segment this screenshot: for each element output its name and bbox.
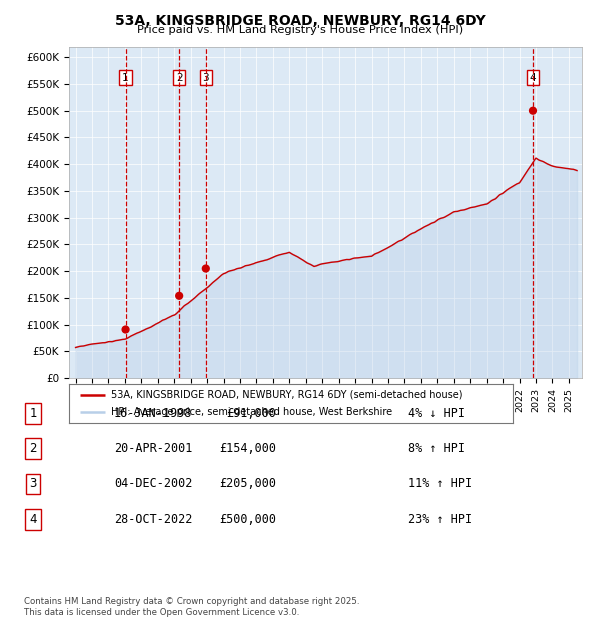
Point: [121, 324, 130, 334]
Text: 20-APR-2001: 20-APR-2001: [114, 442, 193, 455]
Text: £154,000: £154,000: [219, 442, 276, 455]
Text: Contains HM Land Registry data © Crown copyright and database right 2025.
This d: Contains HM Land Registry data © Crown c…: [24, 598, 359, 617]
Text: 53A, KINGSBRIDGE ROAD, NEWBURY, RG14 6DY (semi-detached house): 53A, KINGSBRIDGE ROAD, NEWBURY, RG14 6DY…: [111, 390, 463, 400]
Text: 1: 1: [122, 73, 129, 82]
Text: 8% ↑ HPI: 8% ↑ HPI: [408, 442, 465, 455]
Text: 11% ↑ HPI: 11% ↑ HPI: [408, 477, 472, 490]
Point: [201, 264, 211, 273]
Text: 1: 1: [29, 407, 37, 420]
Text: HPI: Average price, semi-detached house, West Berkshire: HPI: Average price, semi-detached house,…: [111, 407, 392, 417]
Point: [528, 106, 538, 116]
Text: 4: 4: [530, 73, 536, 82]
Text: 23% ↑ HPI: 23% ↑ HPI: [408, 513, 472, 526]
Text: 28-OCT-2022: 28-OCT-2022: [114, 513, 193, 526]
Text: 4: 4: [29, 513, 37, 526]
Text: £500,000: £500,000: [219, 513, 276, 526]
Text: 2: 2: [29, 442, 37, 455]
Point: [175, 291, 184, 301]
Text: 4% ↓ HPI: 4% ↓ HPI: [408, 407, 465, 420]
Text: Price paid vs. HM Land Registry's House Price Index (HPI): Price paid vs. HM Land Registry's House …: [137, 25, 463, 35]
Text: 3: 3: [29, 477, 37, 490]
Text: 3: 3: [202, 73, 209, 82]
Text: £205,000: £205,000: [219, 477, 276, 490]
Text: 2: 2: [176, 73, 182, 82]
Text: 16-JAN-1998: 16-JAN-1998: [114, 407, 193, 420]
Text: 04-DEC-2002: 04-DEC-2002: [114, 477, 193, 490]
Text: £91,000: £91,000: [226, 407, 276, 420]
Text: 53A, KINGSBRIDGE ROAD, NEWBURY, RG14 6DY: 53A, KINGSBRIDGE ROAD, NEWBURY, RG14 6DY: [115, 14, 485, 28]
